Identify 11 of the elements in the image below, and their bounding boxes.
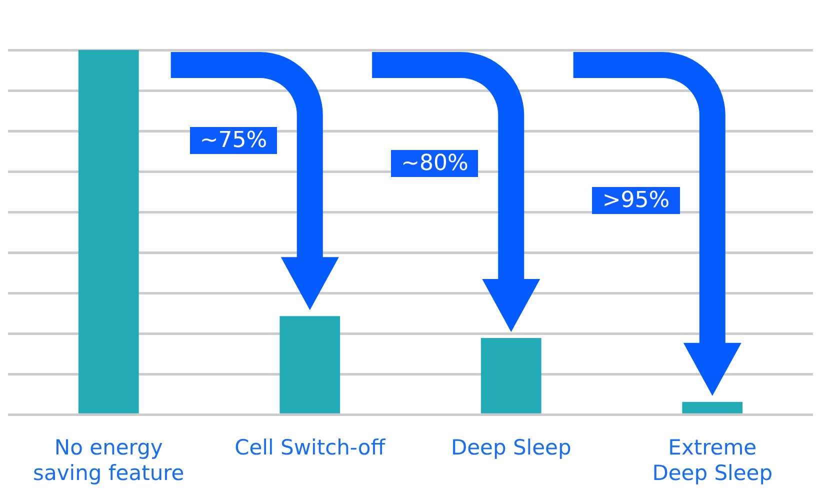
bar [480, 338, 542, 414]
x-tick-label: Deep Sleep [450, 436, 572, 460]
x-tick-label: Extreme Deep Sleep [652, 436, 773, 485]
bar [78, 50, 139, 414]
annotation: ~75% [190, 127, 278, 154]
bar [682, 402, 743, 414]
annotation: >95% [592, 187, 680, 214]
annotation: ~80% [391, 150, 478, 177]
x-tick-label: Cell Switch-off [234, 436, 386, 460]
x-tick-label: No energy saving feature [33, 436, 184, 485]
bar [280, 316, 340, 414]
